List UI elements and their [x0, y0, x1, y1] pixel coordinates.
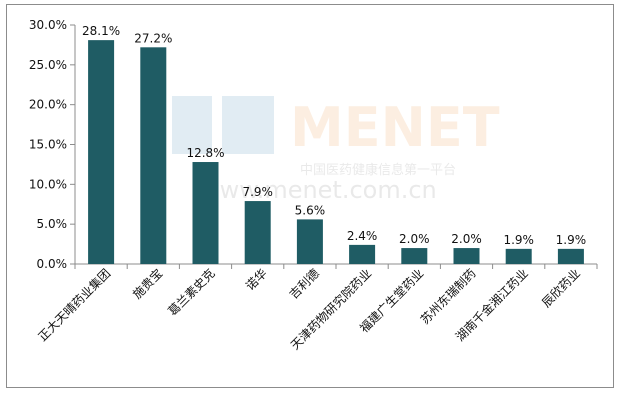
- watermark-logo-block-left: [172, 96, 212, 154]
- bar: [505, 248, 532, 264]
- category-label: 正大天晴药业集团: [35, 266, 113, 344]
- y-tick-label: 15.0%: [29, 138, 67, 152]
- category-label: 诺华: [243, 266, 270, 293]
- category-labels: 正大天晴药业集团 施贵宝 葛兰素史克 诺华 吉利德天津药物研究院药业福建广生堂药业苏州东…: [35, 266, 583, 353]
- bar-value-label: 27.2%: [134, 31, 172, 45]
- bar-value-label: 1.9%: [556, 233, 587, 247]
- bar-value-label: 2.0%: [399, 232, 430, 246]
- y-tick-label: 5.0%: [37, 217, 68, 231]
- bar-value-label: 1.9%: [503, 233, 534, 247]
- y-tick-label: 20.0%: [29, 98, 67, 112]
- watermark-url: www.menet.com.cn: [200, 176, 437, 204]
- axes: 0.0% 5.0% 10.0% 15.0% 20.0% 25.0% 30.0%: [29, 18, 598, 271]
- bar: [401, 248, 428, 264]
- watermark-tagline: 中国医药健康信息第一平台: [300, 162, 456, 178]
- bar-value-label: 2.4%: [347, 229, 378, 243]
- bar-value-label: 7.9%: [242, 185, 273, 199]
- bar-value-label: 28.1%: [82, 24, 120, 38]
- bar: [140, 47, 167, 264]
- category-label: 施贵宝: [130, 266, 165, 301]
- bar-value-label: 2.0%: [451, 232, 482, 246]
- y-tick-label: 10.0%: [29, 177, 67, 191]
- bar: [192, 162, 219, 264]
- bar: [296, 219, 323, 264]
- bar: [557, 248, 584, 264]
- menet-watermark: MENET 中国医药健康信息第一平台 www.menet.com.cn: [172, 96, 500, 204]
- bar-value-label: 12.8%: [186, 146, 224, 160]
- bar: [88, 40, 115, 265]
- watermark-logo-block-right: [222, 96, 274, 154]
- bar: [349, 244, 376, 264]
- y-tick-label: 0.0%: [37, 257, 68, 271]
- category-label: 辰欣药业: [539, 266, 583, 310]
- data-labels: 28.1% 27.2% 12.8% 7.9% 5.6% 2.4% 2.0% 2.0% 1.9% 1…: [82, 24, 586, 247]
- y-tick-label: 30.0%: [29, 18, 67, 32]
- bar-value-label: 5.6%: [295, 203, 326, 217]
- y-tick-label: 25.0%: [29, 58, 67, 72]
- bars: [88, 40, 584, 265]
- watermark-brand: MENET: [290, 96, 500, 159]
- bar: [453, 248, 480, 264]
- category-label: 吉利德: [286, 266, 322, 302]
- category-label: 葛兰素史克: [165, 266, 217, 318]
- bar: [244, 201, 271, 264]
